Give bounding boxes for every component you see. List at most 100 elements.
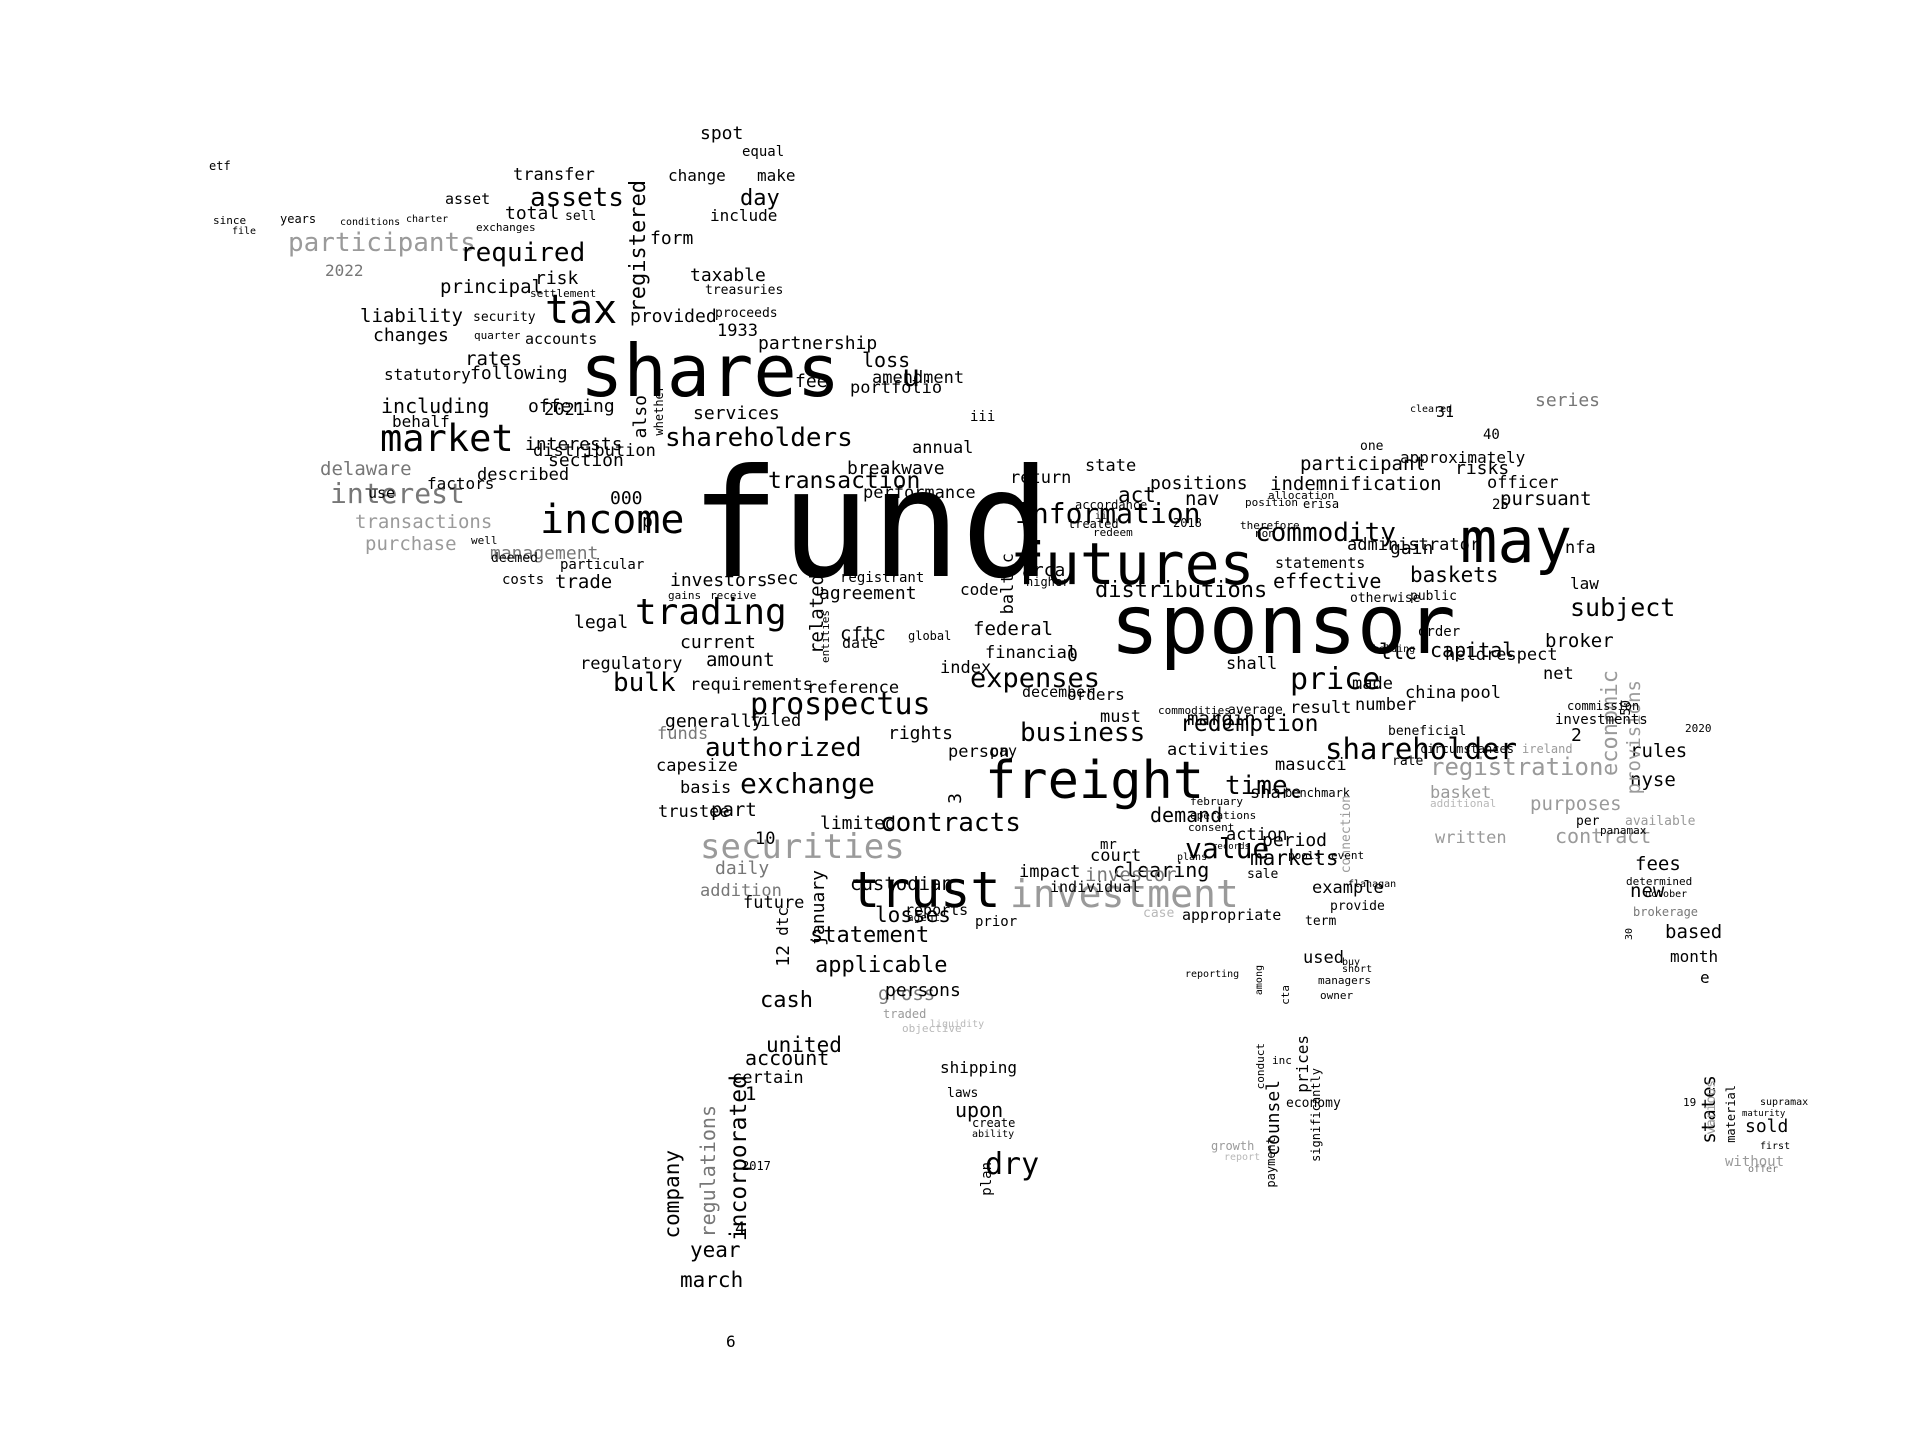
- cloud-word: registration: [1430, 753, 1604, 781]
- cloud-word: circumstances: [1420, 742, 1514, 756]
- cloud-word: change: [668, 166, 726, 185]
- cloud-word: p: [642, 511, 653, 532]
- cloud-word: markets: [1250, 846, 1339, 870]
- cloud-word: principal: [440, 276, 543, 298]
- cloud-word: participant: [1300, 453, 1426, 475]
- cloud-word: operations: [1190, 809, 1257, 822]
- cloud-word: baskets: [1410, 563, 1499, 587]
- cloud-word: 2018: [1173, 516, 1202, 530]
- cloud-word: records: [1212, 842, 1250, 852]
- cloud-word: legal: [574, 612, 629, 633]
- cloud-word: financial: [985, 643, 1078, 663]
- cloud-word: deemed: [491, 551, 538, 566]
- cloud-word: custodian: [850, 873, 953, 895]
- cloud-word: shall: [1226, 654, 1278, 674]
- cloud-word: pools: [1288, 849, 1322, 862]
- cloud-word: liability: [360, 305, 463, 327]
- cloud-word: agent: [907, 911, 941, 924]
- cloud-word: contract: [1555, 824, 1652, 848]
- cloud-word: buy: [1342, 957, 1361, 968]
- cloud-word: december: [1022, 683, 1095, 701]
- cloud-word: liquidity: [930, 1019, 985, 1030]
- cloud-word: gain: [1390, 538, 1434, 559]
- cloud-word: 1933: [717, 321, 758, 341]
- cloud-word: shareholders: [665, 423, 853, 453]
- cloud-word: clearing: [1113, 858, 1210, 882]
- cloud-word: amount: [706, 649, 775, 671]
- cloud-word: managers: [1318, 974, 1371, 987]
- cloud-word: 10: [755, 829, 776, 849]
- cloud-word: delaware: [320, 458, 412, 480]
- cloud-word: form: [650, 228, 694, 249]
- cloud-word: treasuries: [705, 283, 784, 298]
- cloud-word: masucci: [1275, 755, 1347, 775]
- cloud-word: partnership: [758, 333, 878, 354]
- cloud-word: services: [693, 403, 780, 424]
- cloud-word: activities: [1167, 740, 1270, 760]
- cloud-word: without: [1725, 1154, 1785, 1170]
- cloud-word: subject: [1570, 593, 1676, 622]
- cloud-word: prospectus: [750, 687, 931, 722]
- cloud-word: time: [1225, 771, 1288, 801]
- cloud-word: nav: [1185, 488, 1220, 510]
- cloud-word: 30: [1624, 928, 1635, 941]
- cloud-word: material: [1724, 1085, 1738, 1143]
- cloud-word: requirements: [690, 675, 813, 695]
- cloud-word: part: [711, 799, 757, 821]
- cloud-word: filed: [750, 711, 802, 731]
- cloud-word: 6: [726, 1332, 736, 1351]
- cloud-word: interest: [330, 477, 465, 510]
- cloud-word: certain: [732, 1068, 804, 1088]
- cloud-word: exchanges: [476, 221, 536, 234]
- cloud-word: agreement: [819, 583, 917, 604]
- cloud-word: trade: [555, 571, 613, 593]
- cloud-word: january: [808, 870, 829, 946]
- cloud-word: maturity: [1742, 1109, 1786, 1119]
- cloud-word: total: [505, 203, 560, 224]
- cloud-word: e: [1700, 968, 1710, 987]
- cloud-word: return: [1010, 468, 1072, 488]
- cloud-word: broker: [1545, 630, 1614, 652]
- cloud-word: significantly: [1309, 1068, 1323, 1162]
- cloud-word: global: [908, 629, 952, 643]
- cloud-word: create: [972, 1116, 1016, 1130]
- cloud-word: investors: [670, 570, 768, 591]
- cloud-word: 25: [1492, 497, 1509, 513]
- cloud-word: 0: [1067, 645, 1078, 666]
- cloud-word: sec: [766, 568, 799, 589]
- cloud-word: cleared: [1410, 404, 1453, 415]
- cloud-word: effective: [1273, 569, 1382, 593]
- cloud-word: brokerage: [1633, 905, 1699, 919]
- cloud-word: use: [368, 484, 396, 502]
- cloud-word: case: [1143, 906, 1175, 921]
- cloud-word: rules: [1630, 740, 1688, 762]
- cloud-word: provide: [1330, 899, 1385, 914]
- cloud-word: redemption: [1180, 711, 1319, 737]
- cloud-word: therefore: [1240, 519, 1300, 532]
- cloud-word: supramax: [1760, 1097, 1809, 1108]
- cloud-word: income: [540, 497, 685, 543]
- cloud-word: index: [940, 658, 992, 678]
- cloud-word: october: [1645, 889, 1688, 900]
- cloud-word: regulations: [696, 1105, 720, 1238]
- cloud-word: proceeds: [715, 306, 778, 321]
- cloud-word: higher: [1026, 575, 1070, 589]
- cloud-word: investments: [1555, 712, 1648, 728]
- cloud-word: trustee: [658, 802, 730, 822]
- cloud-word: tax: [545, 287, 618, 333]
- cloud-word: owner: [1320, 989, 1354, 1002]
- cloud-word: heldrespect: [1445, 645, 1558, 665]
- cloud-word: company: [660, 1150, 684, 1239]
- cloud-word: breakwave: [847, 458, 945, 479]
- cloud-word: u: [902, 359, 921, 394]
- cloud-word: investment: [1010, 872, 1239, 916]
- cloud-word: law: [1570, 574, 1599, 593]
- cloud-word: 2: [1571, 725, 1582, 746]
- cloud-word: period: [1262, 830, 1328, 851]
- cloud-word: factors: [427, 474, 495, 493]
- cloud-word: first: [1760, 1141, 1791, 1152]
- cloud-word: determined: [1626, 875, 1693, 888]
- cloud-word: basket: [1430, 783, 1492, 803]
- cloud-word: growth: [1211, 1139, 1255, 1153]
